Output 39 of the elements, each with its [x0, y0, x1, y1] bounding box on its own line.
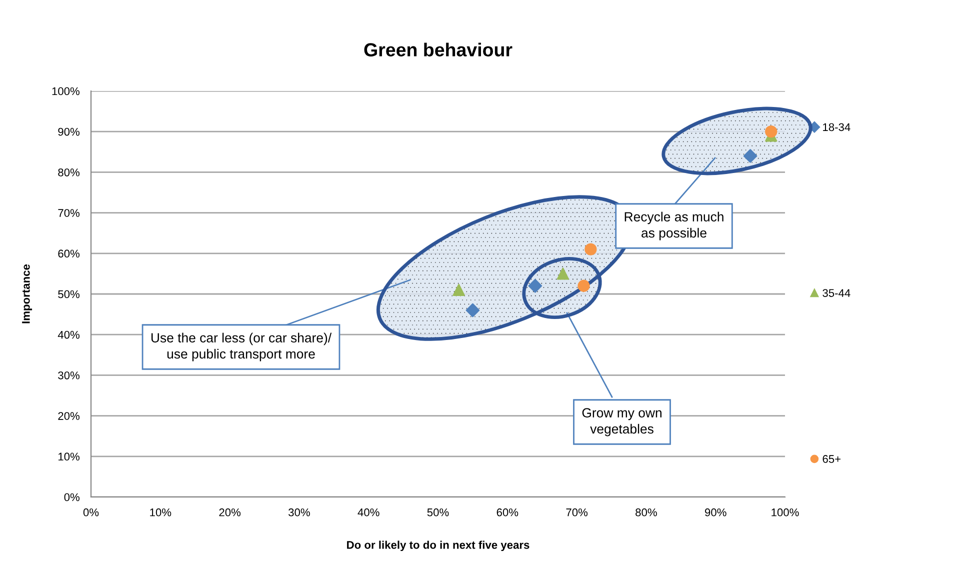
y-tick-label: 90%	[58, 128, 80, 136]
y-tick-label: 30%	[58, 371, 80, 380]
y-tick-label: 80%	[58, 168, 80, 176]
y-tick-label: 50%	[58, 290, 80, 298]
y-axis-title: Importance	[22, 264, 32, 324]
x-tick-label: 60%	[496, 508, 518, 516]
point	[765, 126, 778, 138]
point	[584, 243, 597, 256]
y-tick-label: 20%	[58, 412, 80, 420]
chart-title: Green behaviour	[364, 42, 512, 56]
annotation: Use the car less (or car share)/ use public transport more	[151, 332, 332, 362]
x-tick-label: 0%	[83, 508, 99, 516]
point	[556, 268, 569, 280]
x-tick-label: 90%	[705, 508, 726, 516]
x-tick-label: 40%	[358, 508, 380, 516]
y-tick-label: 40%	[58, 330, 80, 339]
x-tick-label: 30%	[288, 508, 310, 516]
legend-label: 35-44	[822, 289, 850, 297]
x-tick-label: 20%	[219, 508, 241, 516]
point	[578, 280, 590, 292]
x-tick-label: 80%	[636, 508, 657, 516]
y-tick-label: 60%	[58, 250, 80, 258]
annotation: Recycle as much as possible	[624, 212, 724, 240]
y-tick-label: 100%	[52, 87, 80, 96]
y-tick-label: 10%	[58, 452, 80, 461]
annotation: Grow my own vegetables	[582, 408, 662, 436]
x-tick-label: 50%	[427, 508, 449, 516]
y-tick-label: 70%	[58, 209, 80, 217]
x-tick-label: 10%	[150, 508, 172, 516]
legend-label: 18-34	[823, 123, 850, 132]
y-tick-label: 0%	[64, 493, 80, 502]
point	[466, 303, 480, 318]
point	[528, 278, 542, 293]
point	[743, 149, 758, 163]
x-axis-title: Do or likely to do in next five years	[347, 540, 530, 552]
x-tick-label: 70%	[566, 508, 588, 516]
x-tick-label: 100%	[772, 508, 799, 516]
legend-label: 65+	[822, 455, 841, 463]
point	[452, 284, 465, 296]
